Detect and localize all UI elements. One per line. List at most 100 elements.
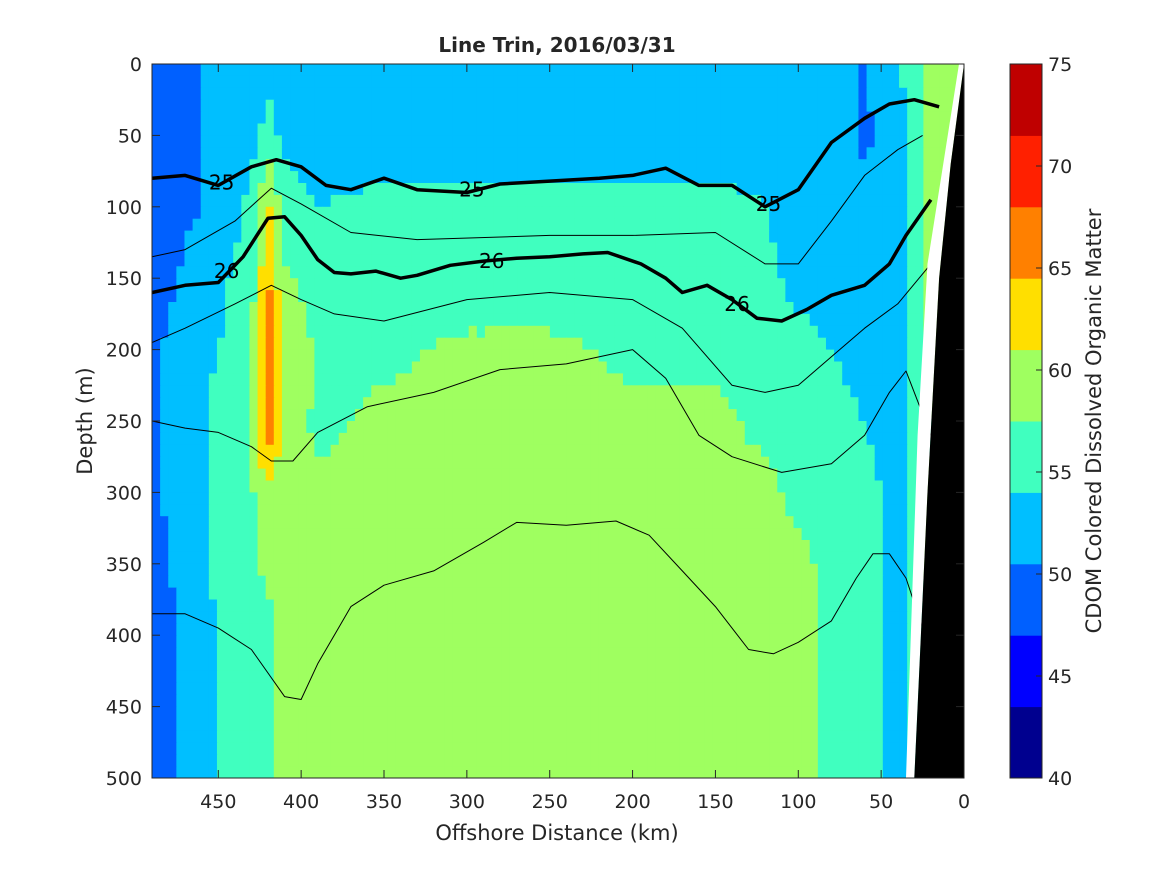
field-cell <box>436 206 445 220</box>
field-cell <box>736 278 746 291</box>
field-cell <box>176 230 186 244</box>
field-cell <box>598 87 608 101</box>
field-cell <box>582 183 592 196</box>
field-cell <box>363 480 372 493</box>
field-cell <box>428 325 437 339</box>
field-cell <box>306 421 315 434</box>
field-cell <box>298 456 307 470</box>
field-cell <box>598 432 608 446</box>
field-cell <box>866 385 876 398</box>
field-cell <box>809 456 819 470</box>
field-cell <box>712 194 721 208</box>
field-cell <box>817 87 827 101</box>
field-cell <box>541 123 551 136</box>
field-cell <box>411 325 421 339</box>
field-cell <box>160 123 169 136</box>
field-cell <box>882 468 892 482</box>
field-cell <box>184 266 194 279</box>
field-cell <box>655 278 665 291</box>
field-cell <box>314 75 324 89</box>
field-cell <box>322 135 332 148</box>
field-cell <box>801 432 811 446</box>
field-cell <box>281 254 291 267</box>
field-cell <box>330 147 340 160</box>
field-cell <box>769 206 778 220</box>
field-cell <box>363 206 372 220</box>
field-cell <box>265 87 275 101</box>
field-cell <box>574 432 583 446</box>
field-cell <box>493 516 502 529</box>
field-cell <box>371 575 380 589</box>
field-cell <box>452 480 462 493</box>
field-cell <box>452 349 462 363</box>
field-cell <box>728 99 738 113</box>
field-cell <box>290 528 299 541</box>
field-cell <box>233 540 242 553</box>
field-cell <box>541 254 551 267</box>
field-cell <box>484 611 494 624</box>
field-cell <box>322 551 332 565</box>
field-cell <box>663 254 673 267</box>
field-cell <box>793 528 803 541</box>
field-cell <box>355 302 364 315</box>
field-cell <box>160 611 169 624</box>
field-cell <box>509 266 518 279</box>
field-cell <box>817 611 827 624</box>
field-cell <box>314 516 324 529</box>
field-cell <box>720 99 730 113</box>
field-cell <box>793 171 803 184</box>
field-cell <box>233 563 242 577</box>
field-cell <box>306 337 315 351</box>
field-cell <box>192 290 202 303</box>
field-cell <box>241 313 251 327</box>
field-cell <box>736 373 746 386</box>
field-cell <box>452 611 462 624</box>
field-cell <box>655 64 665 77</box>
field-cell <box>834 432 843 446</box>
field-cell <box>566 551 575 565</box>
field-cell <box>598 575 608 589</box>
field-cell <box>769 75 778 89</box>
field-cell <box>566 242 575 255</box>
field-cell <box>355 504 364 517</box>
field-cell <box>192 647 202 660</box>
field-cell <box>728 480 738 493</box>
field-cell <box>890 183 900 196</box>
field-cell <box>817 456 827 470</box>
field-cell <box>825 540 835 553</box>
field-cell <box>525 492 535 505</box>
field-cell <box>728 492 738 505</box>
field-cell <box>728 87 738 101</box>
field-cell <box>598 99 608 113</box>
field-cell <box>809 171 819 184</box>
field-cell <box>152 254 161 267</box>
field-cell <box>793 75 803 89</box>
field-cell <box>241 278 251 291</box>
field-cell <box>533 123 543 136</box>
field-cell <box>346 87 356 101</box>
field-cell <box>622 349 632 363</box>
field-cell <box>890 421 900 434</box>
field-cell <box>679 444 689 458</box>
field-cell <box>647 64 657 77</box>
field-cell <box>160 432 169 446</box>
field-cell <box>476 587 486 601</box>
field-cell <box>858 563 868 577</box>
field-cell <box>411 504 421 517</box>
field-cell <box>655 87 665 101</box>
field-cell <box>696 516 705 529</box>
field-cell <box>281 468 291 482</box>
field-cell <box>338 64 348 77</box>
field-cell <box>436 551 445 565</box>
field-cell <box>192 528 202 541</box>
field-cell <box>671 123 681 136</box>
field-cell <box>761 635 770 648</box>
field-cell <box>728 123 738 136</box>
field-cell <box>216 171 226 184</box>
field-cell <box>509 99 518 113</box>
field-cell <box>257 361 267 374</box>
field-cell <box>598 111 608 125</box>
field-cell <box>566 563 575 577</box>
field-cell <box>338 647 348 660</box>
field-cell <box>890 611 900 624</box>
